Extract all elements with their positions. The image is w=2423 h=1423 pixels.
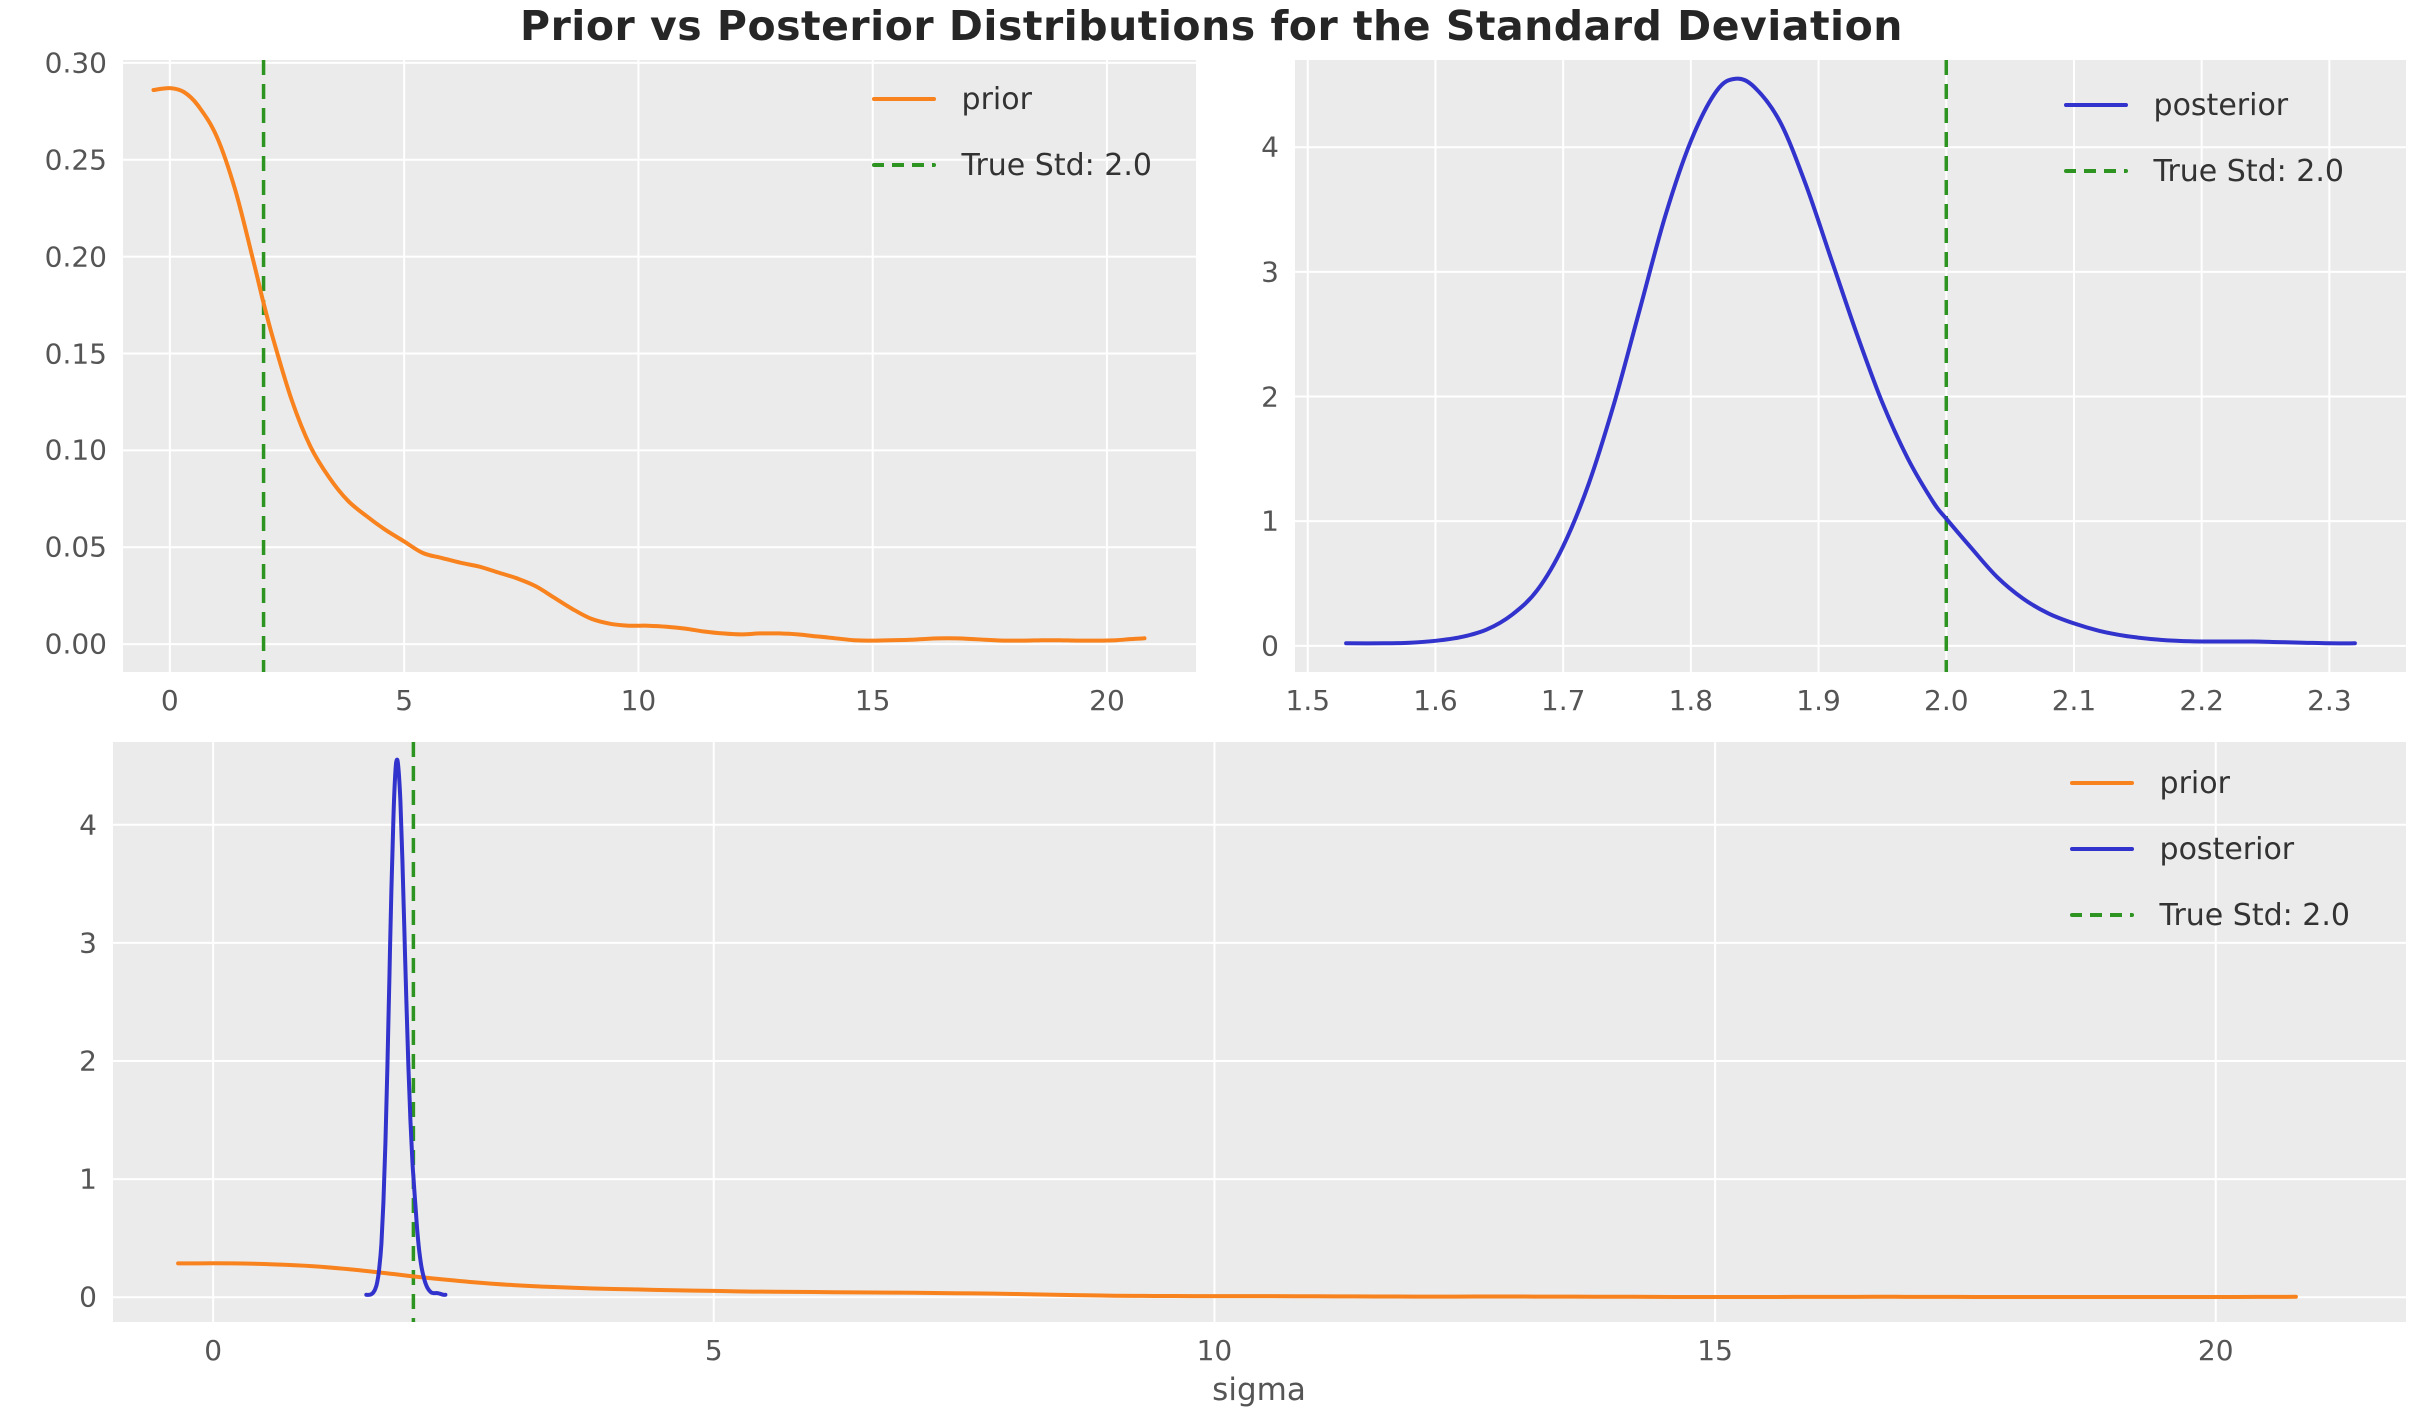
y-tick-label: 3 — [79, 926, 97, 960]
y-tick-label: 4 — [1261, 130, 1279, 164]
prior-line-swatch — [871, 97, 936, 101]
legend-label: True Std: 2.0 — [2153, 153, 2344, 189]
posterior-line-swatch — [2069, 847, 2134, 851]
y-tick-label: 0.20 — [44, 240, 107, 274]
x-tick-label: 1.9 — [1796, 684, 1841, 717]
combined-panel-canvas — [113, 742, 2406, 1322]
x-tick-label: 2.3 — [2307, 684, 2352, 717]
combined-panel-legend: prior posterior True Std: 2.0 — [2069, 760, 2350, 958]
y-tick-label: 0.30 — [44, 46, 107, 80]
legend-label: posterior — [2159, 831, 2295, 867]
x-tick-label: 1.7 — [1540, 684, 1586, 717]
x-tick-label: 0 — [204, 1334, 223, 1367]
x-tick-label: 5 — [704, 1334, 723, 1367]
posterior-curve — [364, 757, 448, 1297]
legend-entry-prior: prior — [2069, 760, 2350, 806]
posterior-line-swatch — [2063, 103, 2128, 107]
legend-entry-true-std-2-0: True Std: 2.0 — [871, 142, 1152, 188]
y-tick-label: 3 — [1261, 255, 1279, 289]
y-tick-label: 0.15 — [44, 337, 107, 370]
x-tick-label: 1.5 — [1285, 684, 1331, 717]
posterior-panel: 1.5 1.6 1.7 1.8 1.9 2.0 2.1 2.2 2.3 0 1 2 3 4 posterio… — [1261, 60, 2406, 717]
x-tick-label: 2.2 — [2179, 684, 2224, 717]
x-axis-label: sigma — [1212, 1372, 1306, 1408]
y-tick-label: 2 — [1261, 380, 1279, 414]
x-tick-label: 15 — [1697, 1334, 1733, 1367]
true-std-2-0-dash-swatch — [2069, 913, 2134, 917]
y-tick-label: 0 — [1261, 629, 1279, 663]
legend-entry-true-std-2-0: True Std: 2.0 — [2063, 148, 2344, 194]
x-tick-label: 1.6 — [1413, 684, 1458, 717]
legend-label: True Std: 2.0 — [2159, 897, 2350, 933]
figure-title: Prior vs Posterior Distributions for the… — [520, 2, 1903, 50]
x-tick-label: 20 — [1089, 684, 1125, 717]
prior-panel-canvas — [123, 60, 1196, 672]
x-tick-label: 5 — [395, 684, 414, 717]
posterior-curve — [1344, 76, 2357, 646]
posterior-panel-canvas — [1295, 60, 2406, 672]
y-tick-label: 0.05 — [44, 530, 107, 564]
plot-background — [113, 742, 2406, 1322]
x-tick-label: 2.0 — [1924, 684, 1969, 717]
x-tick-label: 0 — [160, 684, 179, 717]
prior-line-swatch — [2069, 781, 2134, 785]
legend-label: posterior — [2153, 87, 2289, 123]
x-tick-label: 2.1 — [2051, 684, 2097, 717]
prior-panel: 0 5 10 15 20 0.00 0.05 0.10 0.15 0.20 0.25 0.30 prio… — [45, 46, 1196, 717]
legend-entry-posterior: posterior — [2069, 826, 2350, 872]
y-tick-label: 0.10 — [44, 433, 107, 467]
true-std-2-0-dash-swatch — [2063, 169, 2128, 173]
y-tick-label: 1 — [79, 1162, 97, 1196]
y-tick-label: 0.00 — [44, 627, 107, 661]
plot-background — [123, 60, 1196, 672]
y-tick-label: 2 — [79, 1044, 97, 1078]
legend-entry-true-std-2-0: True Std: 2.0 — [2069, 892, 2350, 938]
x-tick-label: 15 — [854, 684, 891, 717]
prior-curve — [151, 86, 1147, 643]
legend-label: prior — [961, 81, 1032, 117]
posterior-panel-legend: posterior True Std: 2.0 — [2063, 82, 2344, 214]
y-tick-label: 1 — [1261, 504, 1279, 538]
legend-label: True Std: 2.0 — [961, 147, 1152, 183]
prior-panel-legend: prior True Std: 2.0 — [871, 76, 1152, 208]
legend-entry-prior: prior — [871, 76, 1152, 122]
x-tick-label: 20 — [2197, 1334, 2234, 1367]
x-tick-label: 10 — [1196, 1334, 1233, 1367]
legend-entry-posterior: posterior — [2063, 82, 2344, 128]
prior-curve — [176, 1261, 2298, 1299]
plot-background — [1295, 60, 2406, 672]
y-tick-label: 4 — [79, 808, 97, 842]
legend-label: prior — [2159, 765, 2230, 801]
x-tick-label: 1.8 — [1668, 684, 1714, 717]
true-std-2-0-dash-swatch — [871, 163, 936, 167]
y-tick-label: 0 — [79, 1280, 97, 1314]
combined-panel: 0 5 10 15 20 0 1 2 3 4 prior posterior True Std: 2.0 — [79, 742, 2406, 1367]
x-tick-label: 10 — [620, 684, 657, 717]
y-tick-label: 0.25 — [44, 143, 107, 177]
